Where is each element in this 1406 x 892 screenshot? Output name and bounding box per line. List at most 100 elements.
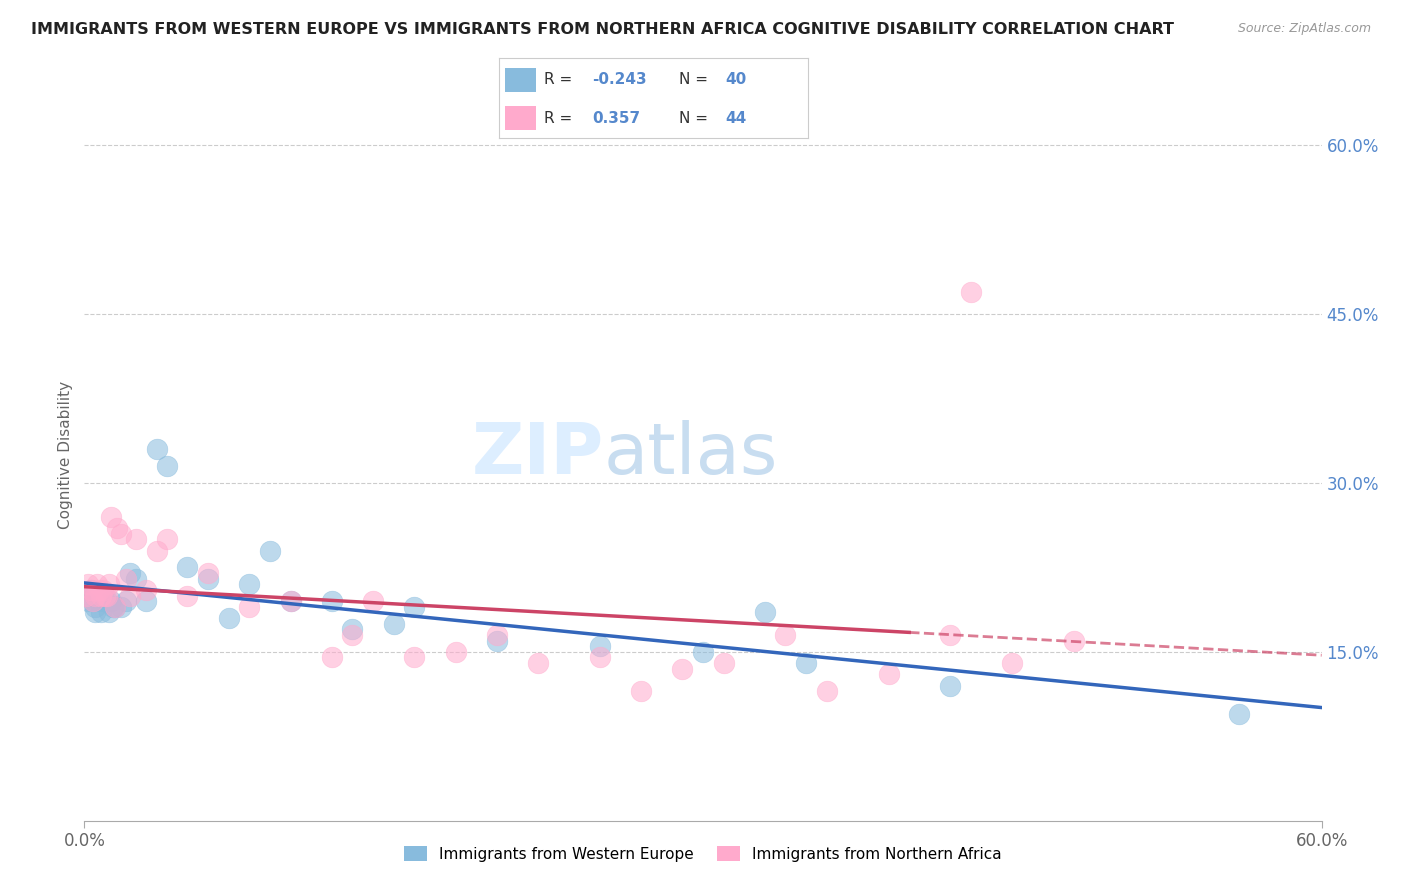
Point: [671, 662, 693, 676]
Point: [105, 521, 128, 535]
Point: [87, 582, 110, 597]
Point: [104, 599, 127, 614]
Point: [382, 616, 405, 631]
Point: [1227, 706, 1250, 721]
Point: [100, 509, 122, 524]
Point: [527, 656, 550, 670]
Point: [91, 582, 114, 597]
Point: [125, 533, 148, 547]
Point: [877, 667, 900, 681]
Point: [1001, 656, 1024, 670]
Point: [342, 628, 364, 642]
Point: [960, 285, 983, 299]
Point: [75, 589, 97, 603]
Text: N =: N =: [679, 111, 713, 126]
Point: [90, 606, 112, 620]
Point: [125, 572, 148, 586]
Point: [75, 589, 97, 603]
Point: [114, 594, 136, 608]
Point: [98, 577, 121, 591]
Point: [156, 459, 179, 474]
Point: [342, 623, 364, 637]
Point: [98, 606, 121, 620]
Point: [104, 599, 127, 614]
Point: [259, 543, 281, 558]
Point: [135, 594, 157, 608]
Point: [156, 533, 179, 547]
Point: [103, 599, 125, 614]
Point: [96, 589, 118, 603]
Point: [145, 442, 167, 457]
Point: [794, 656, 817, 670]
Point: [90, 589, 112, 603]
Point: [79, 582, 101, 597]
Point: [321, 594, 343, 608]
Point: [83, 589, 105, 603]
Point: [100, 594, 122, 608]
Legend: Immigrants from Western Europe, Immigrants from Northern Africa: Immigrants from Western Europe, Immigran…: [398, 839, 1008, 868]
Text: Source: ZipAtlas.com: Source: ZipAtlas.com: [1237, 22, 1371, 36]
Point: [83, 606, 105, 620]
Point: [176, 589, 198, 603]
Point: [83, 599, 105, 614]
Point: [280, 594, 302, 608]
Point: [94, 589, 117, 603]
Point: [218, 611, 240, 625]
Point: [692, 645, 714, 659]
Point: [815, 684, 838, 698]
Point: [444, 645, 467, 659]
Point: [135, 582, 157, 597]
Point: [145, 543, 167, 558]
Point: [589, 639, 612, 653]
Point: [118, 566, 141, 580]
Point: [82, 594, 104, 608]
Point: [197, 566, 219, 580]
Text: ZIP: ZIP: [472, 420, 605, 490]
Point: [176, 560, 198, 574]
Text: N =: N =: [679, 72, 713, 87]
Point: [775, 628, 797, 642]
Point: [91, 589, 114, 603]
Point: [939, 679, 962, 693]
Point: [280, 594, 302, 608]
Point: [110, 526, 132, 541]
Point: [404, 650, 426, 665]
Point: [79, 582, 101, 597]
Y-axis label: Cognitive Disability: Cognitive Disability: [58, 381, 73, 529]
Point: [238, 577, 260, 591]
Point: [404, 599, 426, 614]
Point: [321, 650, 343, 665]
Text: 0.357: 0.357: [592, 111, 640, 126]
Point: [110, 599, 132, 614]
Point: [485, 633, 508, 648]
Point: [94, 594, 117, 608]
Text: R =: R =: [544, 72, 576, 87]
Point: [82, 594, 104, 608]
Text: IMMIGRANTS FROM WESTERN EUROPE VS IMMIGRANTS FROM NORTHERN AFRICA COGNITIVE DISA: IMMIGRANTS FROM WESTERN EUROPE VS IMMIGR…: [31, 22, 1174, 37]
Point: [96, 594, 118, 608]
Point: [118, 589, 141, 603]
Point: [754, 606, 776, 620]
Bar: [505, 68, 536, 92]
Point: [485, 628, 508, 642]
Point: [77, 594, 100, 608]
Point: [589, 650, 612, 665]
Text: R =: R =: [544, 111, 576, 126]
Point: [86, 589, 108, 603]
Point: [197, 572, 219, 586]
Text: 44: 44: [725, 111, 747, 126]
Point: [114, 572, 136, 586]
Point: [939, 628, 962, 642]
Point: [86, 577, 108, 591]
Text: 40: 40: [725, 72, 747, 87]
Bar: [505, 106, 536, 130]
Text: atlas: atlas: [605, 420, 779, 490]
Point: [630, 684, 652, 698]
Point: [87, 594, 110, 608]
Point: [238, 599, 260, 614]
Point: [713, 656, 735, 670]
Point: [361, 594, 384, 608]
Text: -0.243: -0.243: [592, 72, 647, 87]
Point: [77, 577, 100, 591]
Point: [1063, 633, 1085, 648]
